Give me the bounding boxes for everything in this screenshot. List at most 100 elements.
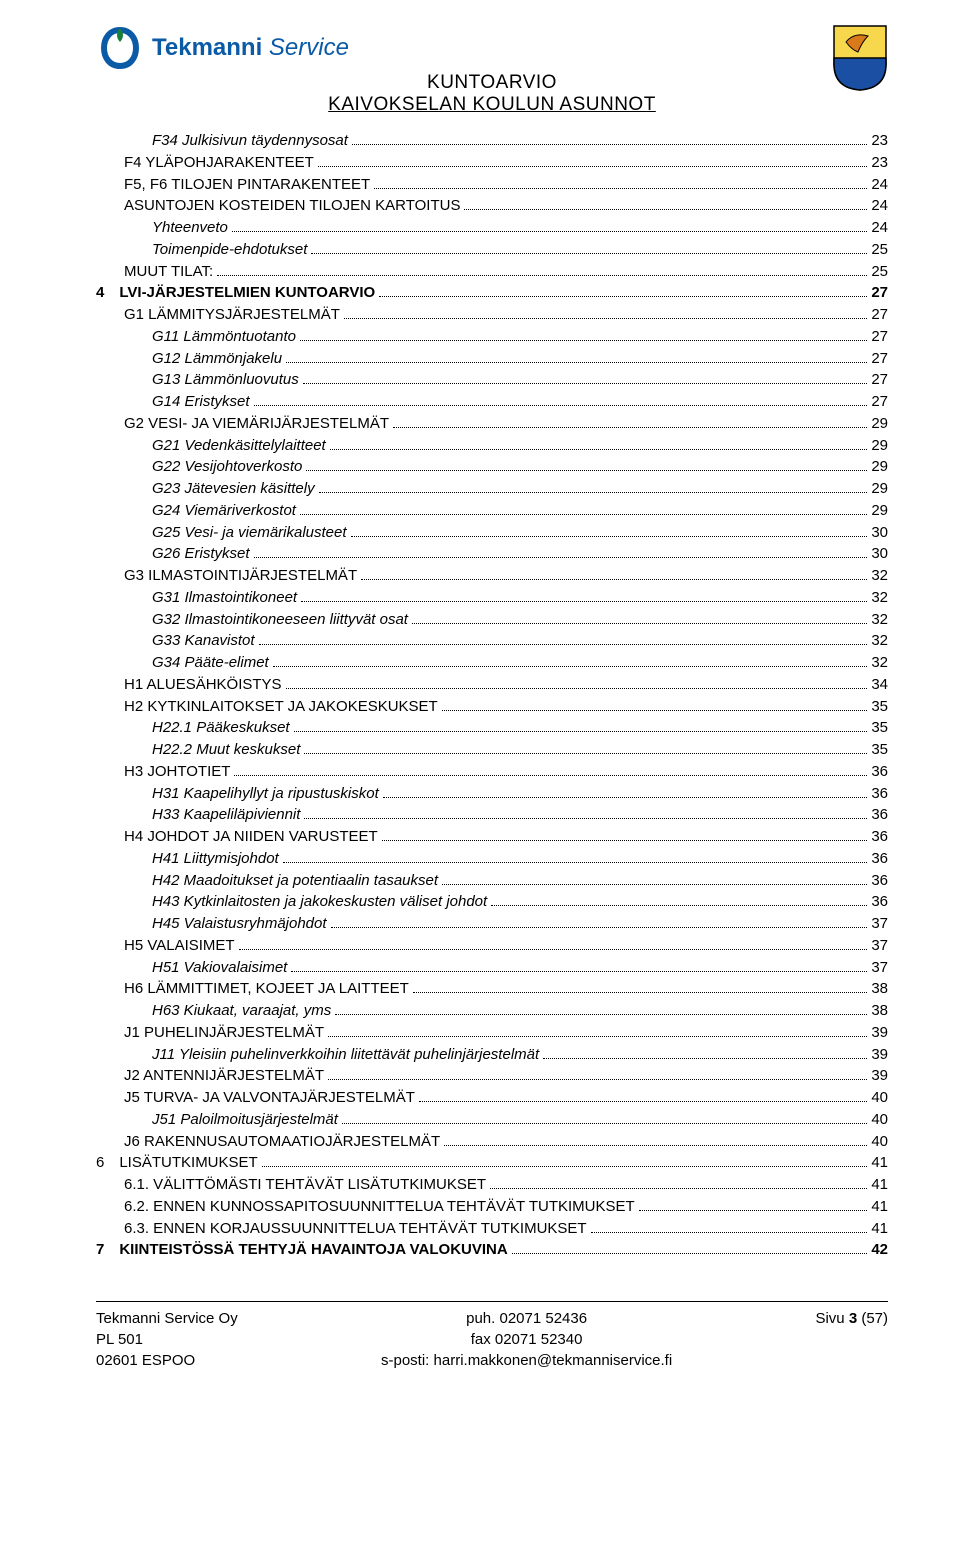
toc-label: 6.2. ENNEN KUNNOSSAPITOSUUNNITTELUA TEHT… (124, 1196, 635, 1218)
toc-page-number: 27 (871, 369, 888, 391)
footer-page-total: (57) (857, 1310, 888, 1327)
toc-leader-dots (442, 699, 868, 711)
toc-row: G21 Vedenkäsittelylaitteet29 (96, 435, 888, 457)
toc-leader-dots (303, 372, 868, 384)
footer-left: Tekmanni Service Oy PL 501 02601 ESPOO (96, 1308, 238, 1371)
toc-row: G33 Kanavistot32 (96, 630, 888, 652)
toc-row: J2 ANTENNIJÄRJESTELMÄT39 (96, 1065, 888, 1087)
toc-label: H43 Kytkinlaitosten ja jakokeskusten väl… (152, 891, 487, 913)
toc-label: G23 Jätevesien käsittely (152, 478, 315, 500)
toc-row: H1 ALUESÄHKÖISTYS34 (96, 674, 888, 696)
toc-leader-dots (352, 133, 867, 145)
toc-row: J1 PUHELINJÄRJESTELMÄT39 (96, 1022, 888, 1044)
toc-page-number: 27 (871, 304, 888, 326)
toc-page-number: 29 (871, 500, 888, 522)
footer-city: 02601 ESPOO (96, 1350, 238, 1371)
toc-label: H6 LÄMMITTIMET, KOJEET JA LAITTEET (124, 978, 409, 1000)
toc-leader-dots (379, 285, 867, 297)
toc-leader-dots (351, 525, 868, 537)
toc-label: G31 Ilmastointikoneet (152, 587, 297, 609)
toc-leader-dots (319, 481, 868, 493)
toc-row: H3 JOHTOTIET 36 (96, 761, 888, 783)
toc-label: H22.1 Pääkeskukset (152, 717, 290, 739)
toc-row: H5 VALAISIMET 37 (96, 935, 888, 957)
toc-leader-dots (232, 220, 867, 232)
toc-leader-dots (419, 1090, 867, 1102)
toc-leader-dots (543, 1047, 867, 1059)
toc-label: G3 ILMASTOINTIJÄRJESTELMÄT (124, 565, 357, 587)
footer-phone: puh. 02071 52436 (381, 1308, 672, 1329)
toc-leader-dots (382, 829, 868, 841)
toc-row: G3 ILMASTOINTIJÄRJESTELMÄT32 (96, 565, 888, 587)
toc-row: G24 Viemäriverkostot 29 (96, 500, 888, 522)
toc-page-number: 38 (871, 978, 888, 1000)
toc-row: H6 LÄMMITTIMET, KOJEET JA LAITTEET 38 (96, 978, 888, 1000)
toc-label: H4 JOHDOT JA NIIDEN VARUSTEET (124, 826, 378, 848)
toc-leader-dots (306, 459, 867, 471)
toc-leader-dots (217, 264, 867, 276)
toc-label: 4 LVI-JÄRJESTELMIEN KUNTOARVIO (96, 282, 375, 304)
toc-label: 7 KIINTEISTÖSSÄ TEHTYJÄ HAVAINTOJA VALOK… (96, 1239, 508, 1261)
toc-row: G14 Eristykset27 (96, 391, 888, 413)
toc-leader-dots (318, 155, 868, 167)
toc-label: MUUT TILAT: (124, 261, 213, 283)
toc-row: H42 Maadoitukset ja potentiaalin tasauks… (96, 870, 888, 892)
toc-row: 6.1. VÄLITTÖMÄSTI TEHTÄVÄT LISÄTUTKIMUKS… (96, 1174, 888, 1196)
toc-leader-dots (591, 1221, 868, 1233)
toc-row: F34 Julkisivun täydennysosat23 (96, 130, 888, 152)
toc-leader-dots (413, 981, 868, 993)
toc-page-number: 30 (871, 522, 888, 544)
toc-page-number: 37 (871, 935, 888, 957)
toc-label: 6 LISÄTUTKIMUKSET (96, 1152, 258, 1174)
footer-right: Sivu 3 (57) (815, 1308, 888, 1371)
toc-label: G34 Pääte-elimet (152, 652, 269, 674)
toc-leader-dots (442, 873, 867, 885)
footer-page-prefix: Sivu (815, 1310, 848, 1327)
toc-label: G11 Lämmöntuotanto (152, 326, 296, 348)
toc-leader-dots (512, 1242, 868, 1254)
page-header: Tekmanni Service KUNTOARVIO KAIVOKSELAN … (96, 24, 888, 116)
toc-row: G26 Eristykset30 (96, 543, 888, 565)
toc-row: H4 JOHDOT JA NIIDEN VARUSTEET 36 (96, 826, 888, 848)
toc-page-number: 36 (871, 761, 888, 783)
toc-row: G2 VESI- JA VIEMÄRIJÄRJESTELMÄT29 (96, 413, 888, 435)
toc-page-number: 32 (871, 652, 888, 674)
toc-page-number: 27 (871, 326, 888, 348)
toc-row: G11 Lämmöntuotanto 27 (96, 326, 888, 348)
toc-label: H5 VALAISIMET (124, 935, 235, 957)
crest-icon (832, 24, 888, 92)
toc-label: F5, F6 TILOJEN PINTARAKENTEET (124, 174, 370, 196)
toc-page-number: 23 (871, 152, 888, 174)
toc-row: H33 Kaapeliläpiviennit36 (96, 804, 888, 826)
toc-label: Toimenpide-ehdotukset (152, 239, 307, 261)
toc-row: 6.2. ENNEN KUNNOSSAPITOSUUNNITTELUA TEHT… (96, 1196, 888, 1218)
footer-company: Tekmanni Service Oy (96, 1308, 238, 1329)
toc-label: H3 JOHTOTIET (124, 761, 230, 783)
toc-page-number: 41 (871, 1218, 888, 1240)
toc-page-number: 36 (871, 870, 888, 892)
toc-page-number: 41 (871, 1174, 888, 1196)
toc-page-number: 39 (871, 1022, 888, 1044)
toc-row: ASUNTOJEN KOSTEIDEN TILOJEN KARTOITUS24 (96, 195, 888, 217)
toc-label: G24 Viemäriverkostot (152, 500, 296, 522)
toc-leader-dots (273, 655, 868, 667)
page-footer: Tekmanni Service Oy PL 501 02601 ESPOO p… (96, 1301, 888, 1371)
toc-page-number: 29 (871, 413, 888, 435)
doc-title-1: KUNTOARVIO (96, 72, 888, 94)
toc-label: 6.3. ENNEN KORJAUSSUUNNITTELUA TEHTÄVÄT … (124, 1218, 587, 1240)
toc-leader-dots (294, 720, 868, 732)
toc-label: G14 Eristykset (152, 391, 250, 413)
toc-leader-dots (300, 329, 867, 341)
toc-page-number: 27 (871, 348, 888, 370)
toc-leader-dots (412, 612, 867, 624)
toc-page-number: 29 (871, 456, 888, 478)
toc-row: F4 YLÄPOHJARAKENTEET23 (96, 152, 888, 174)
brand-name: Tekmanni (152, 34, 262, 61)
toc-page-number: 36 (871, 826, 888, 848)
toc-row: H41 Liittymisjohdot36 (96, 848, 888, 870)
footer-email: s-posti: harri.makkonen@tekmanniservice.… (381, 1350, 672, 1371)
toc-leader-dots (491, 894, 867, 906)
toc-row: G22 Vesijohtoverkosto29 (96, 456, 888, 478)
toc-leader-dots (234, 764, 867, 776)
toc-label: J6 RAKENNUSAUTOMAATIOJÄRJESTELMÄT (124, 1131, 440, 1153)
